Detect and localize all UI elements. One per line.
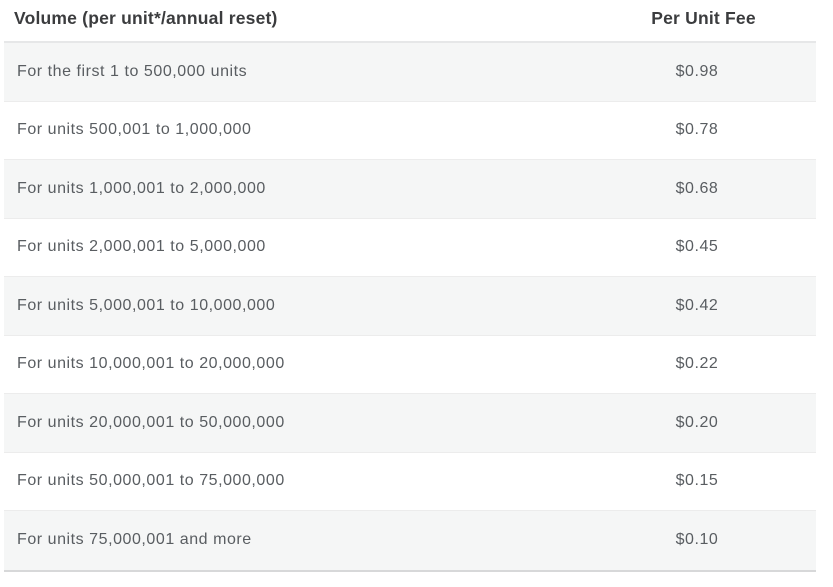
pricing-table: Volume (per unit*/annual reset) Per Unit… (4, 0, 816, 572)
table-row: For units 75,000,001 and more $0.10 (4, 511, 816, 570)
table-header-row: Volume (per unit*/annual reset) Per Unit… (4, 0, 816, 43)
fee-cell: $0.42 (675, 296, 719, 314)
table-row: For units 20,000,001 to 50,000,000 $0.20 (4, 394, 816, 453)
table-row: For units 1,000,001 to 2,000,000 $0.68 (4, 160, 816, 219)
fee-cell: $0.10 (675, 531, 719, 549)
volume-cell: For units 1,000,001 to 2,000,000 (17, 179, 266, 197)
volume-cell: For units 20,000,001 to 50,000,000 (17, 413, 285, 431)
table-row: For units 500,001 to 1,000,000 $0.78 (4, 101, 816, 160)
table-body: For the first 1 to 500,000 units $0.98 F… (4, 43, 816, 572)
fee-cell: $0.45 (675, 238, 719, 256)
volume-column-header: Volume (per unit*/annual reset) (14, 8, 278, 28)
volume-cell: For units 5,000,001 to 10,000,000 (17, 296, 276, 314)
fee-column-header: Per Unit Fee (651, 8, 756, 28)
table-row: For units 2,000,001 to 5,000,000 $0.45 (4, 218, 816, 277)
fee-cell: $0.20 (675, 413, 719, 431)
volume-cell: For units 500,001 to 1,000,000 (17, 121, 252, 139)
volume-cell: For units 50,000,001 to 75,000,000 (17, 472, 285, 490)
table-row: For the first 1 to 500,000 units $0.98 (4, 43, 816, 102)
table-row: For units 5,000,001 to 10,000,000 $0.42 (4, 277, 816, 336)
fee-cell: $0.68 (675, 179, 719, 197)
fee-cell: $0.22 (675, 355, 719, 373)
volume-cell: For the first 1 to 500,000 units (17, 62, 248, 80)
table-row: For units 50,000,001 to 75,000,000 $0.15 (4, 452, 816, 511)
fee-cell: $0.78 (675, 121, 719, 139)
volume-cell: For units 2,000,001 to 5,000,000 (17, 238, 266, 256)
volume-cell: For units 10,000,001 to 20,000,000 (17, 355, 285, 373)
table-row: For units 10,000,001 to 20,000,000 $0.22 (4, 335, 816, 394)
fee-cell: $0.15 (675, 472, 719, 490)
fee-cell: $0.98 (675, 62, 719, 80)
volume-cell: For units 75,000,001 and more (17, 531, 252, 549)
